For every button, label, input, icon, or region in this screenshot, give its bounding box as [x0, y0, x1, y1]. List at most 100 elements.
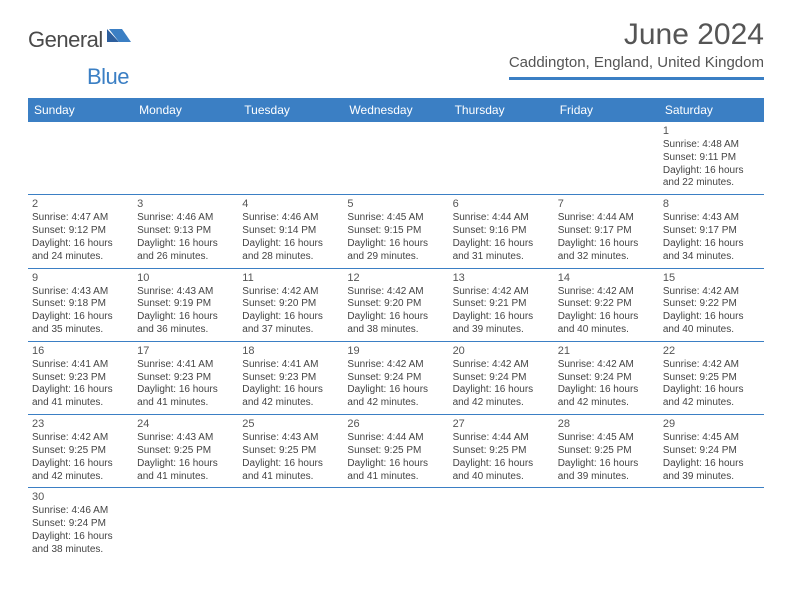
sunrise-line: Sunrise: 4:42 AM: [32, 432, 129, 445]
calendar-day-cell: 20Sunrise: 4:42 AMSunset: 9:24 PMDayligh…: [449, 341, 554, 414]
sunrise-line: Sunrise: 4:47 AM: [32, 212, 129, 225]
sunrise-line: Sunrise: 4:42 AM: [663, 286, 760, 299]
day-of-week-header: Sunday: [28, 98, 133, 122]
day-number: 11: [242, 271, 339, 285]
sunset-line: Sunset: 9:12 PM: [32, 225, 129, 238]
calendar-empty-cell: [449, 488, 554, 561]
day-number: 1: [663, 124, 760, 138]
calendar-day-cell: 17Sunrise: 4:41 AMSunset: 9:23 PMDayligh…: [133, 341, 238, 414]
calendar-empty-cell: [28, 122, 133, 195]
calendar-table: SundayMondayTuesdayWednesdayThursdayFrid…: [28, 98, 764, 561]
day-of-week-header: Friday: [554, 98, 659, 122]
day-number: 7: [558, 197, 655, 211]
calendar-empty-cell: [133, 122, 238, 195]
day-number: 3: [137, 197, 234, 211]
sunset-line: Sunset: 9:24 PM: [663, 445, 760, 458]
calendar-day-cell: 7Sunrise: 4:44 AMSunset: 9:17 PMDaylight…: [554, 195, 659, 268]
sunset-line: Sunset: 9:20 PM: [242, 298, 339, 311]
sunrise-line: Sunrise: 4:45 AM: [347, 212, 444, 225]
daylight-line: Daylight: 16 hours and 41 minutes.: [137, 384, 234, 410]
logo-flag-icon: [107, 24, 133, 47]
calendar-day-cell: 22Sunrise: 4:42 AMSunset: 9:25 PMDayligh…: [659, 341, 764, 414]
daylight-line: Daylight: 16 hours and 38 minutes.: [32, 531, 129, 557]
calendar-day-cell: 18Sunrise: 4:41 AMSunset: 9:23 PMDayligh…: [238, 341, 343, 414]
sunset-line: Sunset: 9:23 PM: [137, 372, 234, 385]
sunset-line: Sunset: 9:24 PM: [347, 372, 444, 385]
calendar-day-cell: 27Sunrise: 4:44 AMSunset: 9:25 PMDayligh…: [449, 415, 554, 488]
sunset-line: Sunset: 9:24 PM: [558, 372, 655, 385]
calendar-day-cell: 11Sunrise: 4:42 AMSunset: 9:20 PMDayligh…: [238, 268, 343, 341]
sunrise-line: Sunrise: 4:42 AM: [347, 286, 444, 299]
day-number: 18: [242, 344, 339, 358]
sunset-line: Sunset: 9:14 PM: [242, 225, 339, 238]
daylight-line: Daylight: 16 hours and 41 minutes.: [137, 458, 234, 484]
calendar-day-cell: 8Sunrise: 4:43 AMSunset: 9:17 PMDaylight…: [659, 195, 764, 268]
daylight-line: Daylight: 16 hours and 36 minutes.: [137, 311, 234, 337]
day-number: 12: [347, 271, 444, 285]
daylight-line: Daylight: 16 hours and 42 minutes.: [453, 384, 550, 410]
sunrise-line: Sunrise: 4:46 AM: [242, 212, 339, 225]
calendar-day-cell: 2Sunrise: 4:47 AMSunset: 9:12 PMDaylight…: [28, 195, 133, 268]
calendar-day-cell: 13Sunrise: 4:42 AMSunset: 9:21 PMDayligh…: [449, 268, 554, 341]
day-number: 19: [347, 344, 444, 358]
calendar-empty-cell: [133, 488, 238, 561]
logo-text-general: General: [28, 27, 103, 53]
day-number: 26: [347, 417, 444, 431]
daylight-line: Daylight: 16 hours and 39 minutes.: [663, 458, 760, 484]
calendar-day-cell: 6Sunrise: 4:44 AMSunset: 9:16 PMDaylight…: [449, 195, 554, 268]
sunset-line: Sunset: 9:19 PM: [137, 298, 234, 311]
daylight-line: Daylight: 16 hours and 32 minutes.: [558, 238, 655, 264]
day-of-week-header: Monday: [133, 98, 238, 122]
day-number: 13: [453, 271, 550, 285]
sunset-line: Sunset: 9:18 PM: [32, 298, 129, 311]
calendar-week-row: 1Sunrise: 4:48 AMSunset: 9:11 PMDaylight…: [28, 122, 764, 195]
day-number: 27: [453, 417, 550, 431]
sunset-line: Sunset: 9:22 PM: [663, 298, 760, 311]
daylight-line: Daylight: 16 hours and 34 minutes.: [663, 238, 760, 264]
calendar-week-row: 23Sunrise: 4:42 AMSunset: 9:25 PMDayligh…: [28, 415, 764, 488]
sunrise-line: Sunrise: 4:43 AM: [137, 286, 234, 299]
sunset-line: Sunset: 9:24 PM: [32, 518, 129, 531]
daylight-line: Daylight: 16 hours and 31 minutes.: [453, 238, 550, 264]
day-number: 9: [32, 271, 129, 285]
day-number: 2: [32, 197, 129, 211]
calendar-empty-cell: [449, 122, 554, 195]
calendar-week-row: 2Sunrise: 4:47 AMSunset: 9:12 PM Daylight…: [28, 195, 764, 268]
daylight-line: Daylight: 16 hours and 22 minutes.: [663, 165, 760, 191]
sunset-line: Sunset: 9:22 PM: [558, 298, 655, 311]
day-number: 17: [137, 344, 234, 358]
sunset-line: Sunset: 9:25 PM: [453, 445, 550, 458]
sunrise-line: Sunrise: 4:42 AM: [558, 286, 655, 299]
day-number: 14: [558, 271, 655, 285]
day-number: 22: [663, 344, 760, 358]
day-number: 23: [32, 417, 129, 431]
calendar-day-cell: 24Sunrise: 4:43 AMSunset: 9:25 PMDayligh…: [133, 415, 238, 488]
calendar-day-cell: 12Sunrise: 4:42 AMSunset: 9:20 PMDayligh…: [343, 268, 448, 341]
sunset-line: Sunset: 9:23 PM: [242, 372, 339, 385]
calendar-body: 1Sunrise: 4:48 AMSunset: 9:11 PMDaylight…: [28, 122, 764, 561]
day-of-week-header: Wednesday: [343, 98, 448, 122]
daylight-line: Daylight: 16 hours and 42 minutes.: [242, 384, 339, 410]
logo-text-blue: Blue: [87, 64, 129, 89]
daylight-line: Daylight: 16 hours and 40 minutes.: [453, 458, 550, 484]
sunrise-line: Sunrise: 4:44 AM: [558, 212, 655, 225]
daylight-line: Daylight: 16 hours and 41 minutes.: [32, 384, 129, 410]
sunset-line: Sunset: 9:25 PM: [242, 445, 339, 458]
day-number: 8: [663, 197, 760, 211]
sunrise-line: Sunrise: 4:43 AM: [663, 212, 760, 225]
calendar-day-cell: 14Sunrise: 4:42 AMSunset: 9:22 PMDayligh…: [554, 268, 659, 341]
sunrise-line: Sunrise: 4:46 AM: [137, 212, 234, 225]
calendar-empty-cell: [238, 488, 343, 561]
day-number: 28: [558, 417, 655, 431]
calendar-day-cell: 16Sunrise: 4:41 AMSunset: 9:23 PMDayligh…: [28, 341, 133, 414]
sunrise-line: Sunrise: 4:42 AM: [663, 359, 760, 372]
sunrise-line: Sunrise: 4:46 AM: [32, 505, 129, 518]
sunrise-line: Sunrise: 4:42 AM: [242, 286, 339, 299]
sunset-line: Sunset: 9:20 PM: [347, 298, 444, 311]
daylight-line: Daylight: 16 hours and 42 minutes.: [347, 384, 444, 410]
sunrise-line: Sunrise: 4:44 AM: [347, 432, 444, 445]
day-number: 10: [137, 271, 234, 285]
sunset-line: Sunset: 9:24 PM: [453, 372, 550, 385]
sunrise-line: Sunrise: 4:44 AM: [453, 212, 550, 225]
sunset-line: Sunset: 9:25 PM: [663, 372, 760, 385]
